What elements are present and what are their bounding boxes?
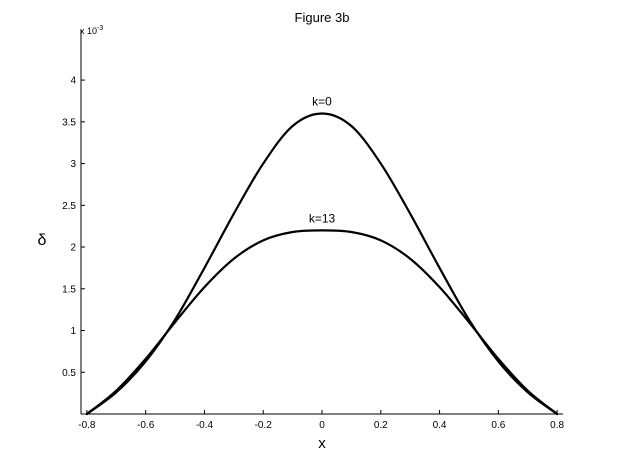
curve-annotation-label: k=13 bbox=[309, 211, 336, 225]
x-tick-label: -0.2 bbox=[255, 420, 273, 431]
x-tick-label: -0.8 bbox=[78, 420, 96, 431]
x-tick-label: -0.6 bbox=[137, 420, 155, 431]
annotation-layer: k=0 k=13 bbox=[309, 94, 336, 225]
series-line-k-13 bbox=[85, 229, 559, 416]
x-tick-label: 0 bbox=[319, 420, 325, 431]
y-multiplier-exponent: -3 bbox=[97, 25, 103, 32]
y-tick-label: 2 bbox=[70, 243, 76, 254]
y-tick-label: 1.5 bbox=[62, 284, 76, 295]
y-tick-label: 2.5 bbox=[62, 201, 76, 212]
x-tick-label: 0.2 bbox=[374, 420, 388, 431]
series-layer bbox=[85, 112, 559, 416]
series-line-k-0 bbox=[85, 112, 559, 416]
y-axis-ticks: 0.5 1 1.5 2 2.5 3 3.5 4 bbox=[62, 76, 85, 379]
y-tick-label: 3 bbox=[70, 159, 76, 170]
y-tick-label: 3.5 bbox=[62, 117, 76, 128]
x-tick-label: 0.4 bbox=[433, 420, 447, 431]
y-multiplier-base: x 10 bbox=[80, 26, 97, 36]
chart-title: Figure 3b bbox=[295, 10, 350, 25]
x-axis-ticks: -0.8 -0.6 -0.4 -0.2 0 0.2 0.4 0.6 0.8 bbox=[78, 410, 565, 431]
y-tick-label: 1 bbox=[70, 326, 76, 337]
y-multiplier-label: x 10-3 bbox=[80, 25, 103, 36]
y-axis-title: δ bbox=[38, 232, 47, 249]
x-axis-title: x bbox=[318, 435, 326, 452]
x-tick-label: 0.8 bbox=[550, 420, 564, 431]
y-tick-label: 4 bbox=[70, 76, 76, 87]
x-tick-label: -0.4 bbox=[196, 420, 214, 431]
x-tick-label: 0.6 bbox=[491, 420, 505, 431]
curve-annotation-label: k=0 bbox=[312, 94, 332, 108]
y-tick-label: 0.5 bbox=[62, 368, 76, 379]
